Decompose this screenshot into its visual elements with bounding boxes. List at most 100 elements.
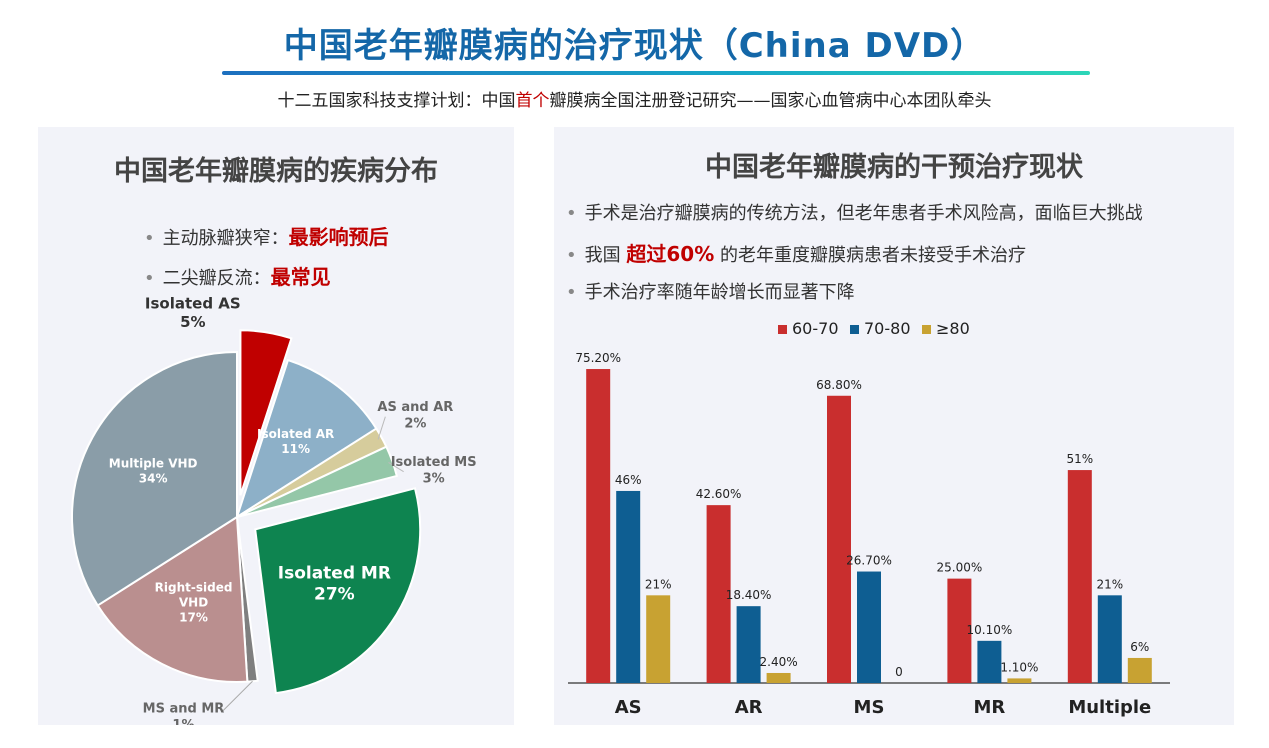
pie-label-as-and-ar: AS and AR (377, 400, 453, 415)
pie-label-right-sided-vhd: Right-sided (155, 580, 233, 594)
bullet-dot: • (144, 268, 155, 289)
bar-as-80-plus (646, 595, 671, 683)
bar-as-70-80 (616, 490, 641, 683)
left-bullet-2-text: 二尖瓣反流： (162, 268, 271, 289)
right-bullet-2-highlight: 超过60% (626, 242, 715, 266)
pie-label-ms-and-mr: MS and MR (143, 702, 225, 717)
legend-item-60-70: 60-70 (778, 319, 839, 338)
bar-value-label: 51% (1066, 452, 1093, 466)
left-bullet-1-text: 主动脉瓣狭窄： (162, 228, 289, 249)
bullet-dot: • (566, 203, 577, 224)
pie-label-isolated-ms: Isolated MS (391, 455, 477, 470)
right-bullet-1: • 手术是治疗瓣膜病的传统方法，但老年患者手术风险高，面临巨大挑战 (566, 199, 1143, 225)
leader-line (377, 416, 386, 440)
pie-label-multiple-vhd: Multiple VHD (109, 457, 198, 471)
bar-value-label: 6% (1130, 640, 1149, 654)
bar-value-label: 25.00% (937, 561, 983, 575)
pie-label-isolated-mr: Isolated MR (278, 563, 391, 583)
bar-ar-60-70 (706, 505, 731, 683)
legend-label: ≥80 (936, 319, 970, 338)
bar-mr-60-70 (947, 578, 972, 683)
legend-swatch (850, 325, 859, 334)
page-title: 中国老年瓣膜病的治疗现状（China DVD） (283, 26, 986, 66)
pie-slice-isolated-ms (236, 445, 399, 518)
legend-item-80-plus: ≥80 (922, 319, 970, 338)
left-bullet-1: • 主动脉瓣狭窄：最影响预后 (144, 221, 389, 250)
legend-label: 60-70 (792, 319, 839, 338)
right-bullet-2-post: 的老年重度瓣膜病患者未接受手术治疗 (714, 245, 1026, 266)
bar-as-60-70 (586, 369, 611, 683)
bar-value-label: 26.70% (846, 554, 892, 568)
x-tick-label-mr: MR (974, 697, 1006, 718)
bar-ms-60-70 (827, 395, 851, 683)
bullet-dot: • (144, 228, 155, 249)
right-bullet-2: • 我国 超过60% 的老年重度瓣膜病患者未接受手术治疗 (566, 238, 1026, 267)
disease-distribution-panel: 中国老年瓣膜病的疾病分布 • 主动脉瓣狭窄：最影响预后 • 二尖瓣反流：最常见 Is… (38, 127, 514, 725)
x-tick-label-ms: MS (854, 697, 885, 718)
bar-value-label: 21% (1096, 577, 1123, 591)
right-panel-title: 中国老年瓣膜病的干预治疗现状 (705, 152, 1083, 183)
pie-label-multiple-vhd-value: 34% (139, 472, 168, 486)
left-bullet-2-highlight: 最常见 (270, 265, 331, 289)
pie-label-isolated-as-value: 5% (180, 313, 205, 331)
bar-value-label: 10.10% (967, 623, 1013, 637)
bar-ar-80-plus (766, 672, 791, 683)
pie-slice-isolated-mr (254, 487, 422, 695)
x-tick-label-as: AS (615, 697, 642, 718)
bar-mr-80-plus (1007, 678, 1032, 683)
subtitle-post: 瓣膜病全国注册登记研究——国家心血管病中心本团队牵头 (549, 91, 992, 111)
x-tick-label-multiple: Multiple (1068, 697, 1151, 718)
right-bullet-1-text: 手术是治疗瓣膜病的传统方法，但老年患者手术风险高，面临巨大挑战 (584, 203, 1143, 224)
leader-line (221, 680, 253, 713)
bar-value-label: 18.40% (726, 588, 772, 602)
bar-value-label: 42.60% (696, 487, 742, 501)
pie-label-ms-and-mr-value: 1% (172, 718, 194, 725)
bar-multiple-60-70 (1067, 470, 1092, 683)
title-underline (222, 71, 1090, 75)
leader-line (388, 462, 404, 473)
pie-slice-multiple-vhd (71, 350, 238, 607)
bar-multiple-70-80 (1097, 595, 1122, 683)
bar-value-label: 75.20% (575, 351, 621, 365)
bar-mr-70-80 (977, 640, 1002, 683)
legend-swatch (778, 325, 787, 334)
bar-ms-70-80 (857, 571, 881, 683)
left-bullet-2: • 二尖瓣反流：最常见 (144, 261, 331, 290)
pie-label-isolated-as: Isolated AS (145, 294, 241, 312)
legend-label: 70-80 (864, 319, 911, 338)
bar-chart: 75.20% 46% 21% AS 42.60% 18.40% 2.40% AR 68.80% 2… (568, 351, 1170, 718)
pie-slice-isolated-as (239, 329, 293, 496)
bar-value-label: 1.10% (1000, 660, 1038, 674)
pie-label-right-sided-vhd-value: 17% (179, 610, 208, 624)
legend-item-70-80: 70-80 (850, 319, 911, 338)
pie-label-isolated-mr-value: 27% (314, 585, 355, 605)
subtitle-pre: 十二五国家科技支撑计划：中国 (277, 91, 516, 111)
bar-ar-70-80 (736, 606, 761, 683)
x-tick-label-ar: AR (735, 697, 763, 718)
pie-slice-isolated-ar (235, 358, 378, 520)
pie-label-as-and-ar-value: 2% (404, 416, 426, 431)
pie-label-isolated-ms-value: 3% (423, 471, 445, 486)
bar-multiple-80-plus (1127, 657, 1152, 683)
right-bullet-3: • 手术治疗率随年龄增长而显著下降 (566, 278, 855, 304)
right-bullet-3-text: 手术治疗率随年龄增长而显著下降 (584, 282, 855, 303)
bar-value-label: 68.80% (816, 378, 862, 392)
pie-label-right-sided-vhd: VHD (179, 595, 208, 609)
left-panel-title: 中国老年瓣膜病的疾病分布 (114, 156, 438, 187)
bullet-dot: • (566, 282, 577, 303)
bar-value-label: 0 (895, 665, 903, 679)
pie-label-isolated-ar-value: 11% (281, 442, 310, 456)
pie-label-isolated-ar: Isolated AR (257, 427, 334, 441)
treatment-status-panel: 中国老年瓣膜病的干预治疗现状 • 手术是治疗瓣膜病的传统方法，但老年患者手术风险高… (554, 127, 1234, 725)
bar-value-label: 21% (645, 577, 672, 591)
right-bullet-2-pre: 我国 (584, 245, 627, 266)
bar-value-label: 46% (615, 473, 642, 487)
legend-swatch (922, 325, 931, 334)
bullet-dot: • (566, 245, 577, 266)
pie-slice-right-sided-vhd (96, 515, 249, 683)
subtitle-highlight: 首个 (515, 91, 550, 111)
subtitle: 十二五国家科技支撑计划：中国首个瓣膜病全国注册登记研究——国家心血管病中心本团队… (0, 86, 1269, 111)
bar-value-label: 2.40% (760, 655, 798, 669)
left-bullet-1-highlight: 最影响预后 (288, 225, 389, 249)
